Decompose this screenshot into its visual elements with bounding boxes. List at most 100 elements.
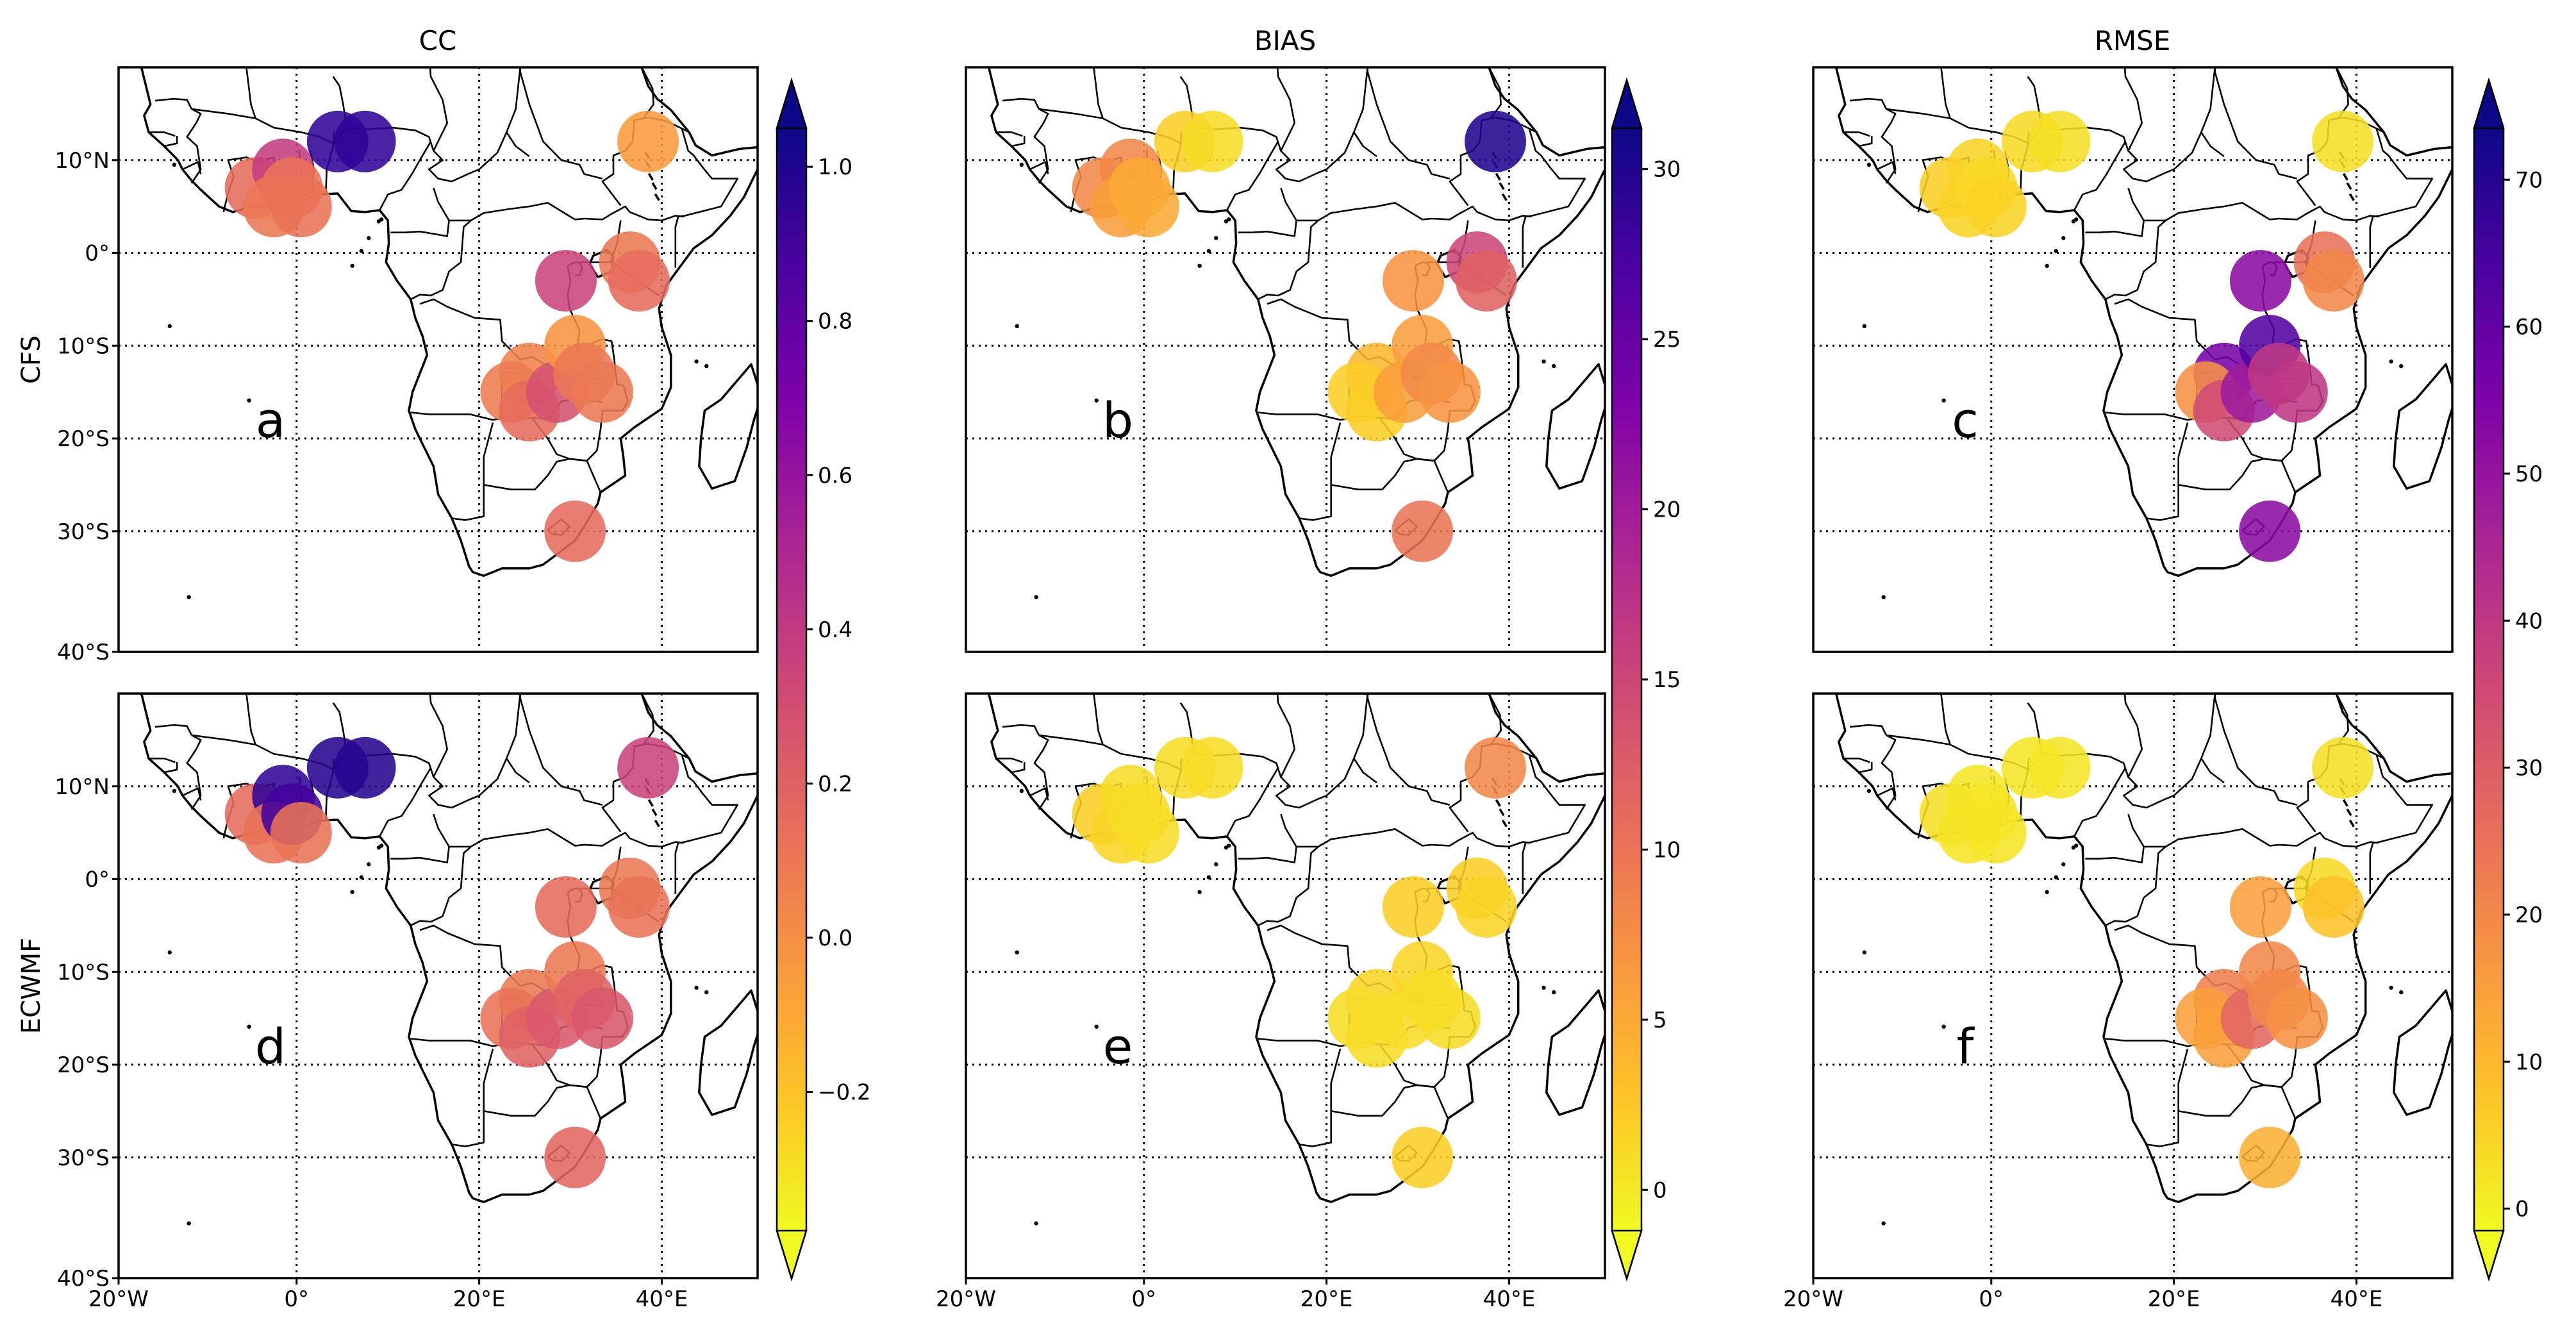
colorbar-tick-label: 25 bbox=[1653, 327, 1681, 353]
colorbar-extend-max bbox=[2473, 77, 2505, 129]
station-bubble bbox=[535, 876, 597, 938]
column-title-cc: CC bbox=[419, 25, 457, 56]
station-bubble bbox=[1418, 361, 1481, 423]
colorbar-tick-label: 30 bbox=[2515, 756, 2543, 781]
colorbar-extend-min bbox=[2473, 1229, 2505, 1282]
station-bubble bbox=[571, 361, 633, 423]
colorbar-rmse: 0 10 20 30 40 50 60 70 bbox=[2473, 77, 2543, 1282]
station-bubble bbox=[535, 249, 597, 312]
colorbar-tick-label: 0.2 bbox=[818, 771, 852, 797]
islands bbox=[1015, 151, 1556, 599]
colorbar-tick-label: 30 bbox=[1653, 157, 1681, 183]
lon-tick-label: 40°E bbox=[1483, 1286, 1536, 1312]
colorbar-tick-label: 60 bbox=[2515, 315, 2543, 340]
station-bubble bbox=[2239, 1126, 2301, 1188]
column-title-bias: BIAS bbox=[1254, 25, 1317, 56]
lat-tick-label: 0° bbox=[85, 867, 110, 893]
colorbar-tick-label: 5 bbox=[1653, 1008, 1667, 1033]
colorbar-tick-label: 20 bbox=[1653, 497, 1681, 523]
lat-tick-label: 0° bbox=[85, 241, 110, 267]
lat-tick-label: 30°S bbox=[57, 519, 110, 545]
lat-tick-label: 20°S bbox=[57, 426, 110, 452]
panel-frame bbox=[117, 66, 759, 653]
station-bubble bbox=[270, 802, 332, 864]
station-bubble bbox=[334, 736, 396, 799]
colorbars: −0.2 0.0 0.2 0.4 0.6 0.8 1.0 0 5 10 15 20 25 30 0 10 20 3… bbox=[776, 77, 2543, 1282]
lat-tick-label: 10°S bbox=[57, 333, 110, 359]
lat-tick-label: 30°S bbox=[57, 1145, 110, 1171]
station-bubble bbox=[2239, 500, 2301, 562]
station-bubbles bbox=[224, 736, 679, 1188]
station-bubble bbox=[1382, 876, 1444, 938]
station-bubble bbox=[1465, 110, 1527, 172]
map-panel-a: a 10°N 0° 10°S 20°S 30°S 40°S bbox=[54, 66, 759, 665]
station-bubble bbox=[1455, 876, 1517, 938]
map-panel-b: b bbox=[965, 66, 1606, 653]
panel-label: a bbox=[256, 392, 286, 449]
colorbar-tick-label: 10 bbox=[1653, 837, 1681, 863]
row-label-ecwmf: ECWMF bbox=[17, 938, 46, 1034]
lat-tick-label: 40°S bbox=[57, 1266, 110, 1292]
station-bubble bbox=[608, 249, 670, 312]
station-bubbles bbox=[1072, 736, 1527, 1188]
lon-tick-label: 0° bbox=[1979, 1286, 2004, 1312]
station-bubble bbox=[2266, 361, 2328, 423]
country-borders bbox=[149, 67, 738, 536]
station-bubbles bbox=[1919, 110, 2374, 562]
station-bubble bbox=[1117, 802, 1179, 864]
colorbar-extend-max bbox=[776, 77, 808, 129]
station-bubble bbox=[1418, 987, 1481, 1049]
row-label-cfs: CFS bbox=[17, 335, 46, 384]
station-bubble bbox=[1455, 249, 1517, 312]
station-bubble bbox=[270, 176, 332, 238]
station-bubble bbox=[544, 1126, 606, 1188]
lon-tick-label: 20°E bbox=[2148, 1286, 2200, 1312]
station-bubble bbox=[1181, 736, 1243, 799]
panel-label: f bbox=[1957, 1018, 1975, 1075]
colorbar-tick-label: −0.2 bbox=[818, 1079, 871, 1105]
colorbar-tick-label: 0 bbox=[1653, 1177, 1667, 1203]
panel-frame bbox=[1812, 692, 2454, 1279]
station-bubble bbox=[334, 110, 396, 172]
panel-label: b bbox=[1102, 392, 1133, 449]
colorbar-tick-label: 0.6 bbox=[818, 463, 852, 488]
madagascar-coastline bbox=[1545, 363, 1605, 490]
colorbar-extend-min bbox=[776, 1229, 808, 1282]
panel-frame bbox=[117, 692, 759, 1279]
panel-label: e bbox=[1103, 1018, 1133, 1075]
madagascar-coastline bbox=[1545, 989, 1605, 1116]
madagascar-coastline bbox=[698, 989, 758, 1116]
madagascar-coastline bbox=[2393, 363, 2452, 490]
station-bubble bbox=[1181, 110, 1243, 172]
panel-frame bbox=[965, 692, 1606, 1279]
madagascar-coastline bbox=[2393, 989, 2452, 1116]
lon-tick-label: 20°W bbox=[88, 1286, 149, 1312]
map-panel-c: c bbox=[1812, 66, 2454, 653]
lon-tick-label: 20°E bbox=[453, 1286, 506, 1312]
station-bubble bbox=[2266, 987, 2328, 1049]
lat-tick-label: 40°S bbox=[57, 640, 110, 665]
lat-tick-label: 10°N bbox=[54, 148, 110, 174]
panel-label: c bbox=[1952, 392, 1979, 449]
colorbar-tick-label: 15 bbox=[1653, 667, 1681, 693]
lon-tick-label: 0° bbox=[1131, 1286, 1156, 1312]
colorbar-tick-label: 0 bbox=[2515, 1197, 2529, 1222]
colorbar-cc: −0.2 0.0 0.2 0.4 0.6 0.8 1.0 bbox=[776, 77, 871, 1282]
lat-tick-label: 10°S bbox=[57, 960, 110, 985]
map-panels: a 10°N 0° 10°S 20°S 30°S 40°S b c d 10°N 0° 10°S 20°S… bbox=[54, 66, 2454, 1312]
panel-frame bbox=[1812, 66, 2454, 653]
station-bubble bbox=[1392, 1126, 1454, 1188]
panel-label: d bbox=[255, 1018, 286, 1075]
station-bubble bbox=[1965, 176, 2027, 238]
islands bbox=[167, 778, 709, 1226]
station-bubbles bbox=[1072, 110, 1527, 562]
station-bubbles bbox=[1919, 736, 2374, 1188]
lat-tick-label: 20°S bbox=[57, 1052, 110, 1078]
station-bubble bbox=[2312, 736, 2374, 799]
station-bubble bbox=[2302, 876, 2364, 938]
station-bubble bbox=[617, 110, 679, 172]
panel-frame bbox=[965, 66, 1606, 653]
lat-tick-label: 10°N bbox=[54, 774, 110, 800]
station-bubble bbox=[2029, 110, 2091, 172]
station-bubble bbox=[2229, 876, 2291, 938]
